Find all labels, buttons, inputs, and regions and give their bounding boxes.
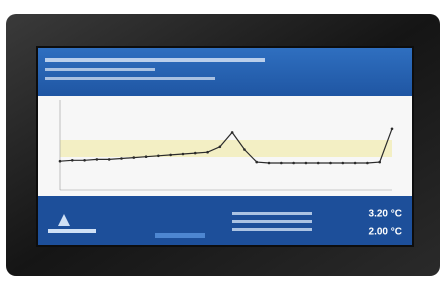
data-point	[231, 131, 234, 134]
data-point	[132, 156, 135, 159]
data-point	[255, 161, 258, 164]
data-point	[96, 158, 99, 161]
photo: 3.20 °C 2.00 °C	[0, 0, 446, 284]
data-point	[83, 159, 86, 162]
header-bar	[38, 48, 412, 96]
data-point	[169, 154, 172, 157]
data-point	[219, 146, 222, 149]
data-point	[329, 162, 332, 165]
data-point	[305, 162, 308, 165]
data-point	[292, 162, 295, 165]
data-point	[391, 128, 394, 131]
range-band	[60, 140, 392, 157]
logo-text	[48, 229, 96, 233]
data-point	[354, 162, 357, 165]
info-text	[232, 228, 312, 231]
header-text	[45, 68, 155, 71]
data-point	[59, 160, 62, 163]
page: 3.20 °C 2.00 °C (() => { const data = JS…	[0, 0, 446, 284]
info-text	[232, 212, 312, 215]
data-point	[366, 162, 369, 165]
button[interactable]	[155, 233, 205, 238]
bottom-panel	[38, 196, 412, 245]
data-point	[243, 148, 246, 151]
data-point	[71, 159, 74, 162]
readout-max: 3.20 °C	[369, 209, 402, 220]
data-point	[194, 152, 197, 155]
data-point	[120, 157, 123, 160]
data-point	[157, 155, 160, 158]
data-point	[342, 162, 345, 165]
data-point	[206, 151, 209, 154]
data-point	[182, 153, 185, 156]
info-text	[232, 220, 312, 223]
data-point	[108, 158, 111, 161]
data-point	[268, 162, 271, 165]
data-point	[378, 161, 381, 164]
header-text	[45, 77, 215, 80]
data-point	[317, 162, 320, 165]
data-point	[145, 155, 148, 158]
data-point	[280, 162, 283, 165]
header-text	[45, 58, 265, 62]
readout-min: 2.00 °C	[369, 227, 402, 238]
